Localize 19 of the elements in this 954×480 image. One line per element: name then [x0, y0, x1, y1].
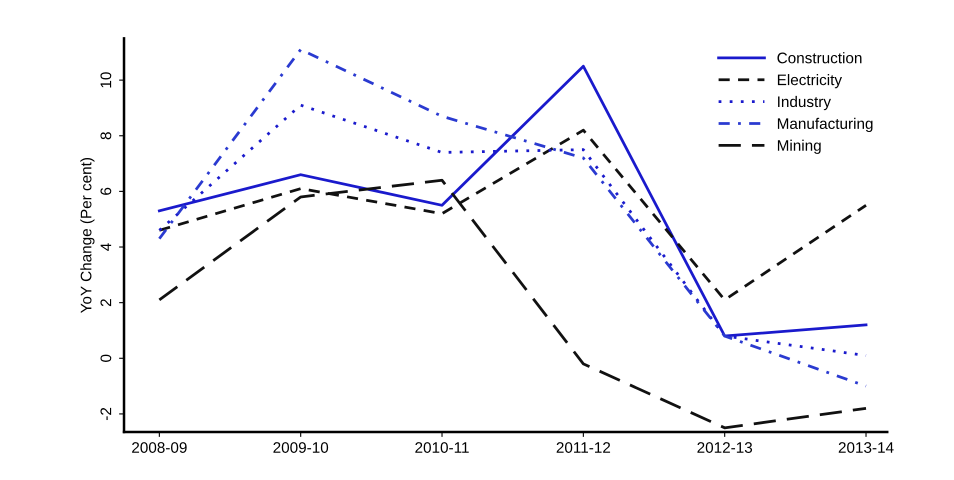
legend-label: Mining	[778, 140, 821, 154]
y-tick-label: 10	[100, 72, 112, 88]
y-tick-label: 0	[100, 354, 112, 362]
x-tick-label: 2010-11	[415, 442, 469, 453]
y-axis-title: YoY Change (Per cent)	[80, 158, 94, 314]
y-tick-label: 4	[100, 243, 112, 251]
y-tick-label: 8	[100, 132, 112, 140]
y-tick-label: 2	[100, 299, 112, 306]
x-tick-label: 2008-09	[132, 442, 187, 453]
y-tick-label: -2	[100, 408, 112, 420]
x-tick-label: 2012-13	[697, 442, 752, 453]
legend-label: Electricity	[778, 74, 842, 88]
x-tick-label: 2013-14	[838, 442, 894, 453]
x-tick-label: 2011-12	[556, 442, 610, 453]
legend-label: Manufacturing	[778, 118, 872, 132]
legend-label: Construction	[777, 52, 862, 64]
y-tick-label: 6	[100, 188, 112, 195]
x-tick-label: 2009-10	[273, 442, 328, 453]
legend-label: Industry	[778, 96, 831, 110]
